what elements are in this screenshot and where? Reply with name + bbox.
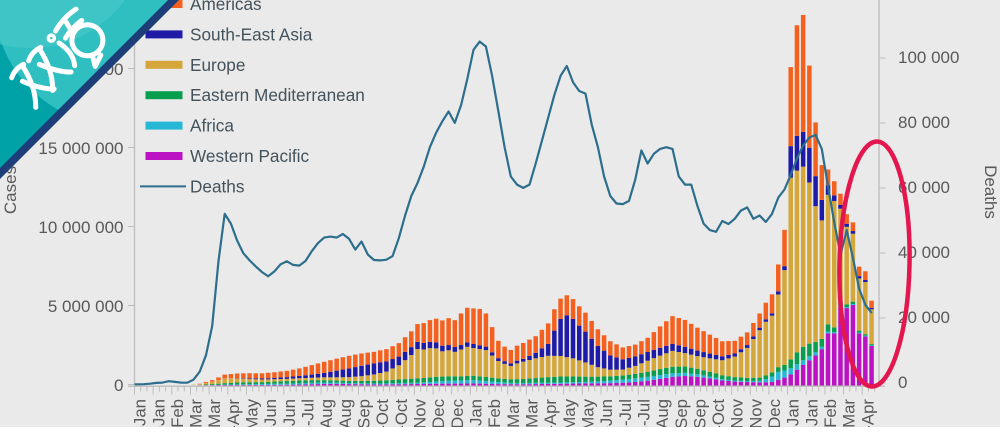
svg-text:05-Mar: 05-Mar [504, 399, 523, 427]
svg-text:05-Aug: 05-Aug [317, 399, 336, 427]
svg-text:05-Aug: 05-Aug [336, 399, 355, 427]
svg-text:05-May: 05-May [243, 398, 262, 427]
svg-text:Deaths: Deaths [981, 165, 1000, 219]
svg-text:05-Feb: 05-Feb [821, 399, 840, 427]
svg-text:0: 0 [898, 373, 907, 392]
svg-text:05-Jan: 05-Jan [802, 399, 821, 427]
svg-text:05-Feb: 05-Feb [168, 399, 187, 427]
svg-text:Americas: Americas [190, 0, 262, 14]
svg-text:05-May: 05-May [560, 398, 579, 427]
svg-text:0: 0 [114, 376, 123, 395]
svg-text:Deaths: Deaths [190, 176, 244, 196]
svg-text:05-Apr: 05-Apr [858, 399, 877, 427]
svg-text:05-Apr: 05-Apr [224, 399, 243, 427]
svg-text:05-Nov: 05-Nov [411, 398, 430, 427]
svg-text:05-Jan: 05-Jan [131, 399, 150, 427]
svg-text:05-Jan: 05-Jan [467, 399, 486, 427]
svg-text:05-Jul: 05-Jul [299, 399, 318, 427]
svg-text:05-Mar: 05-Mar [205, 399, 224, 427]
svg-text:05-Nov: 05-Nov [746, 398, 765, 427]
svg-text:05-Mar: 05-Mar [523, 399, 542, 427]
svg-text:05-Dec: 05-Dec [429, 399, 448, 427]
svg-text:Western Pacific: Western Pacific [190, 146, 309, 166]
svg-text:05-Nov: 05-Nov [728, 398, 747, 427]
svg-text:10 000 000: 10 000 000 [38, 218, 123, 237]
svg-text:05-Jun: 05-Jun [280, 399, 299, 427]
svg-text:Africa: Africa [190, 116, 234, 136]
svg-text:05-Dec: 05-Dec [448, 399, 467, 427]
svg-text:05-Jan: 05-Jan [784, 399, 803, 427]
svg-text:Eastern Mediterranean: Eastern Mediterranean [190, 85, 365, 105]
svg-text:05-Sep: 05-Sep [672, 399, 691, 427]
svg-text:05-Jun: 05-Jun [261, 399, 280, 427]
svg-text:05-Jan: 05-Jan [149, 399, 168, 427]
svg-text:40 000: 40 000 [898, 243, 950, 262]
svg-text:100 000: 100 000 [898, 48, 959, 67]
svg-text:5 000 000: 5 000 000 [48, 297, 124, 316]
svg-text:15 000 000: 15 000 000 [38, 139, 123, 158]
svg-text:05-May: 05-May [579, 398, 598, 427]
svg-text:05-Jul: 05-Jul [616, 399, 635, 427]
svg-text:05-Jun: 05-Jun [597, 399, 616, 427]
svg-text:05-Apr: 05-Apr [541, 399, 560, 427]
svg-text:05-Aug: 05-Aug [653, 399, 672, 427]
svg-text:05-Jul: 05-Jul [634, 399, 653, 427]
svg-text:05-Oct: 05-Oct [709, 399, 728, 427]
svg-text:05-Dec: 05-Dec [765, 399, 784, 427]
svg-text:05-Sep: 05-Sep [690, 399, 709, 427]
svg-text:05-Sep: 05-Sep [355, 399, 374, 427]
svg-text:05-Feb: 05-Feb [485, 399, 504, 427]
svg-text:South-East Asia: South-East Asia [190, 24, 313, 44]
svg-text:05-Mar: 05-Mar [187, 399, 206, 427]
svg-text:05-Oct: 05-Oct [373, 399, 392, 427]
svg-text:05-Oct: 05-Oct [392, 399, 411, 427]
svg-text:05-Mar: 05-Mar [840, 399, 859, 427]
svg-text:80 000: 80 000 [898, 113, 950, 132]
svg-text:Europe: Europe [190, 55, 245, 75]
